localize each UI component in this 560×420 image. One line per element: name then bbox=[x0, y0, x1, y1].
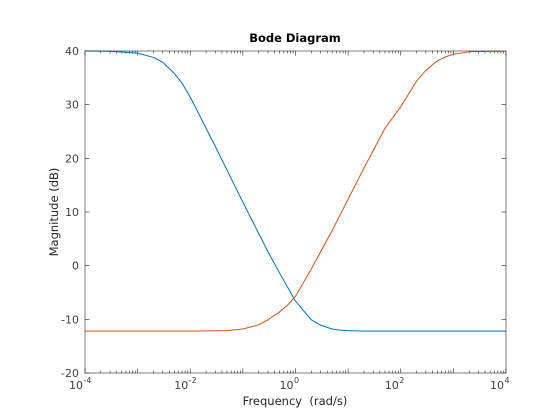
chart-title: Bode Diagram bbox=[249, 31, 341, 45]
x-axis-label: Frequency (rad/s) bbox=[243, 394, 348, 408]
x-tick-base: 10 bbox=[174, 379, 188, 392]
x-tick-label: 10 -4 bbox=[69, 376, 91, 392]
axes-box bbox=[84, 50, 507, 374]
x-tick-label: 10 2 bbox=[385, 376, 405, 392]
y-axis-label: Magnitude (dB) bbox=[47, 168, 61, 257]
y-tick-label: -10 bbox=[61, 313, 79, 326]
x-tick-base: 10 bbox=[490, 379, 504, 392]
y-tick-label: 0 bbox=[72, 260, 79, 273]
x-tick-base: 10 bbox=[280, 379, 294, 392]
y-tick-label: 40 bbox=[65, 45, 79, 58]
x-tick-exponent: 4 bbox=[505, 376, 510, 385]
x-tick-label: 10 -2 bbox=[174, 376, 196, 392]
plot-lines bbox=[84, 50, 507, 332]
x-tick-label: 10 4 bbox=[490, 376, 510, 392]
x-tick-exponent: -4 bbox=[84, 376, 92, 385]
y-tick-label: 30 bbox=[65, 99, 79, 112]
x-tick-exponent: 2 bbox=[399, 376, 404, 385]
x-tick-label: 10 0 bbox=[280, 376, 300, 392]
y-tick-label: 20 bbox=[65, 152, 79, 165]
axes-ticks bbox=[84, 50, 507, 374]
y-tick-label: -20 bbox=[61, 367, 79, 380]
x-tick-base: 10 bbox=[69, 379, 83, 392]
x-tick-base: 10 bbox=[385, 379, 399, 392]
x-tick-exponent: -2 bbox=[189, 376, 197, 385]
series-line-1 bbox=[84, 50, 506, 332]
y-tick-label: 10 bbox=[65, 206, 79, 219]
x-tick-exponent: 0 bbox=[294, 376, 299, 385]
series-line-2 bbox=[85, 50, 507, 332]
